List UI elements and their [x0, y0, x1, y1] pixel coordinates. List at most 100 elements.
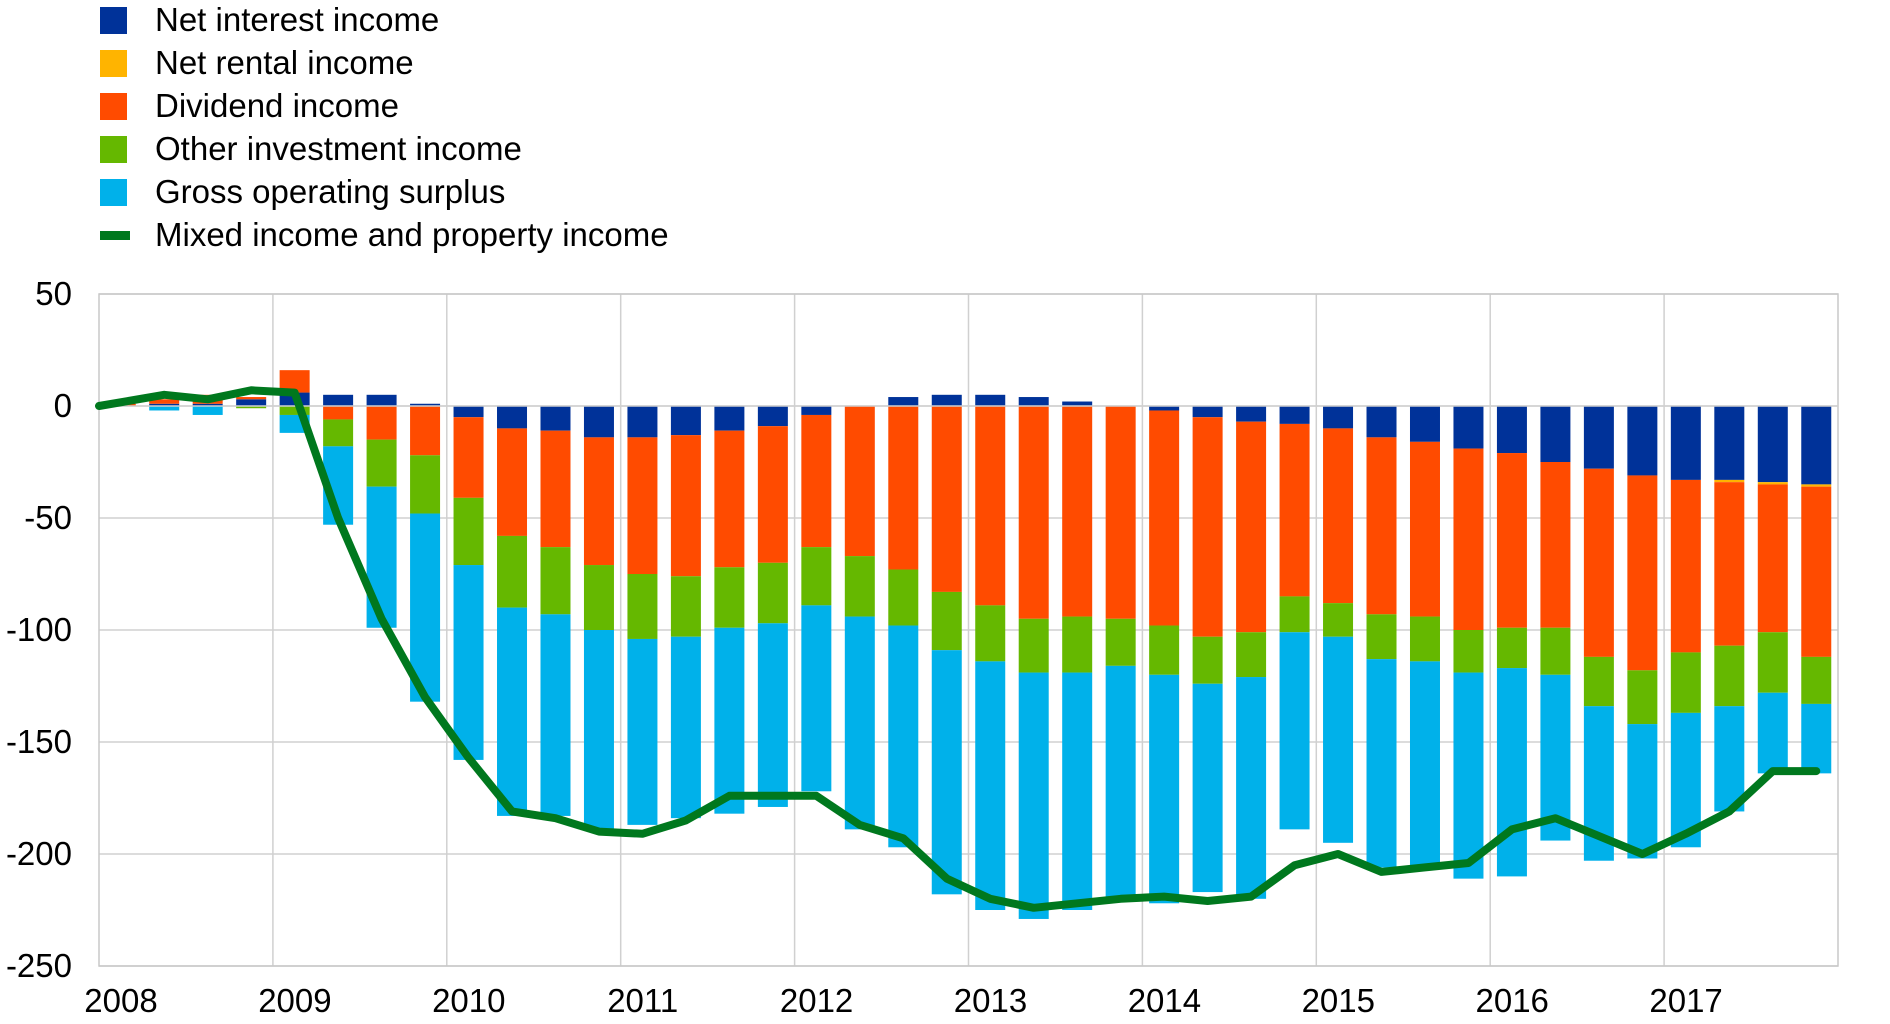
bar-dividend-income-2010Q3	[540, 430, 571, 548]
x-tick-label: 2017	[1649, 982, 1722, 1019]
bar-other-investment-income-2014Q4	[1279, 596, 1310, 633]
bar-net-interest-income-2008Q4	[236, 399, 267, 406]
bar-other-investment-income-2009Q3	[366, 439, 397, 487]
bar-dividend-income-2011Q4	[757, 426, 788, 563]
bar-net-rental-income-2017Q2	[1714, 479, 1745, 483]
bar-gross-operating-surplus-2012Q2	[844, 616, 875, 830]
bar-dividend-income-2014Q1	[1149, 410, 1180, 626]
legend: Net interest income Net rental income Divi…	[100, 1, 669, 253]
bar-other-investment-income-2012Q1	[801, 547, 832, 606]
bar-dividend-income-2017Q4	[1801, 486, 1832, 657]
legend-label: Net rental income	[155, 44, 414, 81]
x-axis: 2008 2009 2010 2011 2012 2013 2014 2015 2016 2017	[84, 982, 1723, 1019]
legend-item-gross-operating-surplus: Gross operating surplus	[100, 173, 505, 210]
bar-dividend-income-2013Q4	[1105, 406, 1136, 619]
legend-line-swatch	[100, 231, 130, 240]
bar-net-rental-income-2017Q4	[1801, 484, 1832, 487]
bar-dividend-income-2016Q3	[1583, 468, 1614, 657]
bar-gross-operating-surplus-2015Q4	[1453, 672, 1484, 879]
bar-gross-operating-surplus-2012Q1	[801, 605, 832, 792]
bar-net-interest-income-2014Q2	[1192, 406, 1223, 418]
legend-item-net-rental-income: Net rental income	[100, 44, 414, 81]
bar-dividend-income-2014Q2	[1192, 417, 1223, 637]
bar-net-interest-income-2013Q2	[1018, 397, 1049, 406]
bar-dividend-income-2012Q1	[801, 414, 832, 548]
bar-gross-operating-surplus-2014Q3	[1236, 677, 1267, 899]
legend-swatch	[100, 136, 127, 163]
bar-other-investment-income-2012Q4	[931, 591, 962, 651]
bar-gross-operating-surplus-2015Q3	[1409, 661, 1440, 868]
bar-dividend-income-2011Q1	[627, 437, 658, 574]
bar-gross-operating-surplus-2010Q2	[497, 607, 528, 816]
bar-net-interest-income-2010Q1	[453, 406, 484, 418]
bar-dividend-income-2009Q2	[323, 406, 354, 420]
x-tick-label: 2009	[258, 982, 331, 1019]
bar-net-interest-income-2010Q2	[497, 406, 528, 429]
bar-dividend-income-2010Q2	[497, 428, 528, 536]
bar-net-interest-income-2010Q4	[583, 406, 614, 438]
bar-gross-operating-surplus-2013Q3	[1062, 672, 1093, 910]
bar-other-investment-income-2012Q2	[844, 556, 875, 617]
bar-other-investment-income-2015Q2	[1366, 614, 1397, 660]
bar-net-interest-income-2017Q4	[1801, 406, 1832, 485]
bar-other-investment-income-2014Q1	[1149, 625, 1180, 675]
y-tick-label: -250	[6, 947, 72, 984]
bar-dividend-income-2008Q2	[149, 399, 180, 404]
bar-dividend-income-2015Q2	[1366, 437, 1397, 615]
bar-net-interest-income-2009Q4	[410, 403, 441, 406]
bar-gross-operating-surplus-2010Q3	[540, 614, 571, 816]
x-tick-label: 2008	[84, 982, 157, 1019]
bar-dividend-income-2008Q4	[236, 397, 267, 400]
bar-net-interest-income-2011Q4	[757, 406, 788, 427]
legend-label: Other investment income	[155, 130, 522, 167]
bar-dividend-income-2015Q3	[1409, 441, 1440, 617]
bar-gross-operating-surplus-2014Q2	[1192, 683, 1223, 893]
bar-dividend-income-2012Q2	[844, 406, 875, 557]
bar-other-investment-income-2016Q4	[1627, 670, 1658, 725]
bar-net-interest-income-2008Q3	[192, 403, 223, 406]
bar-gross-operating-surplus-2009Q4	[410, 513, 441, 702]
bar-gross-operating-surplus-2016Q2	[1540, 674, 1571, 841]
bar-net-rental-income-2017Q3	[1757, 482, 1788, 485]
bar-other-investment-income-2013Q2	[1018, 618, 1049, 673]
bar-other-investment-income-2009Q2	[323, 419, 354, 447]
bar-net-interest-income-2012Q4	[931, 394, 962, 406]
bar-gross-operating-surplus-2013Q4	[1105, 665, 1136, 902]
bar-dividend-income-2016Q1	[1496, 453, 1527, 628]
bar-net-interest-income-2016Q4	[1627, 406, 1658, 476]
legend-swatch	[100, 7, 127, 34]
y-tick-label: 50	[35, 275, 72, 312]
bar-gross-operating-surplus-2011Q2	[670, 636, 701, 819]
bar-net-interest-income-2008Q2	[149, 403, 180, 406]
bar-net-interest-income-2011Q1	[627, 406, 658, 438]
bar-other-investment-income-2013Q4	[1105, 618, 1136, 666]
bar-dividend-income-2017Q2	[1714, 482, 1745, 646]
x-tick-label: 2010	[432, 982, 505, 1019]
bar-other-investment-income-2010Q1	[453, 497, 484, 566]
x-tick-label: 2011	[607, 982, 678, 1019]
x-tick-label: 2014	[1128, 982, 1201, 1019]
bar-gross-operating-surplus-2009Q3	[366, 486, 397, 628]
bar-gross-operating-surplus-2015Q1	[1323, 636, 1354, 843]
bar-dividend-income-2010Q1	[453, 417, 484, 498]
bar-net-interest-income-2017Q2	[1714, 406, 1745, 480]
bar-gross-operating-surplus-2013Q2	[1018, 672, 1049, 919]
bar-dividend-income-2015Q4	[1453, 448, 1484, 630]
bar-other-investment-income-2015Q3	[1409, 616, 1440, 662]
bar-other-investment-income-2013Q1	[975, 605, 1006, 662]
bar-dividend-income-2009Q3	[366, 406, 397, 440]
bar-net-interest-income-2015Q1	[1323, 406, 1354, 429]
y-tick-label: -150	[6, 723, 72, 760]
bar-net-interest-income-2011Q2	[670, 406, 701, 436]
bar-gross-operating-surplus-2012Q4	[931, 650, 962, 895]
gridlines	[99, 293, 1838, 967]
y-tick-label: -200	[6, 835, 72, 872]
bar-gross-operating-surplus-2014Q1	[1149, 674, 1180, 904]
bar-net-interest-income-2009Q3	[366, 394, 397, 406]
bar-other-investment-income-2009Q4	[410, 455, 441, 514]
legend-item-mixed-income-and-property-income: Mixed income and property income	[100, 216, 669, 253]
bar-dividend-income-2009Q1	[279, 370, 310, 393]
bar-dividend-income-2017Q1	[1670, 479, 1701, 653]
bar-gross-operating-surplus-2012Q3	[888, 625, 919, 848]
